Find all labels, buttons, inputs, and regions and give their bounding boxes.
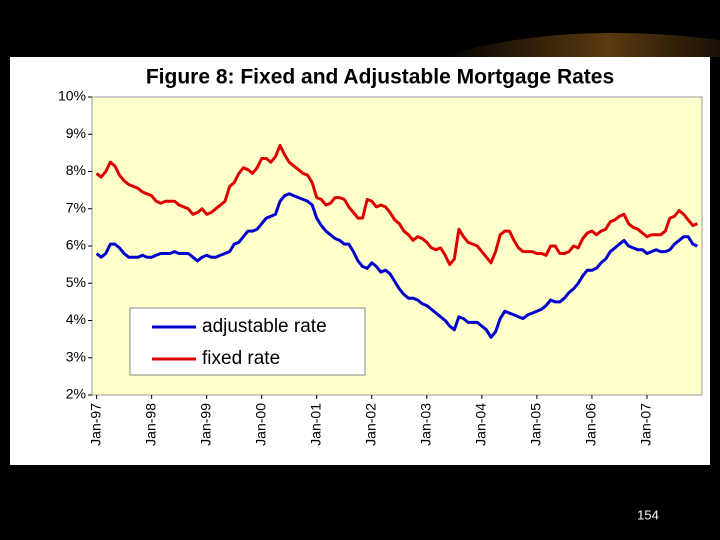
series-line [95,192,698,339]
y-tick-label: 2% [66,386,86,402]
x-tick-label: Jan-07 [638,403,654,446]
y-tick-label: 8% [66,162,86,178]
y-tick-label: 7% [66,199,86,215]
x-tick-label: Jan-01 [307,403,323,446]
x-tick-label: Jan-99 [197,403,213,446]
x-tick-label: Jan-05 [528,403,544,446]
y-tick-label: 5% [66,274,86,290]
x-tick-label: Jan-03 [418,403,434,446]
y-tick-label: 4% [66,311,86,327]
x-tick-label: Jan-98 [142,403,158,446]
legend-label: fixed rate [202,348,280,369]
decoration [440,32,720,57]
page-number: 154 [637,507,659,522]
chart-title: Figure 8: Fixed and Adjustable Mortgage … [146,66,614,89]
legend-box [129,307,366,376]
y-tick-label: 6% [66,237,86,253]
series-line [95,143,698,267]
legend-label: adjustable rate [202,316,327,337]
x-tick-label: Jan-02 [362,403,378,446]
y-tick-label: 10% [58,88,86,104]
x-tick-label: Jan-06 [583,403,599,446]
x-tick-label: Jan-97 [87,403,103,446]
y-tick-label: 9% [66,125,86,141]
x-tick-label: Jan-04 [473,403,489,446]
y-tick-label: 3% [66,348,86,364]
x-tick-label: Jan-00 [252,403,268,446]
